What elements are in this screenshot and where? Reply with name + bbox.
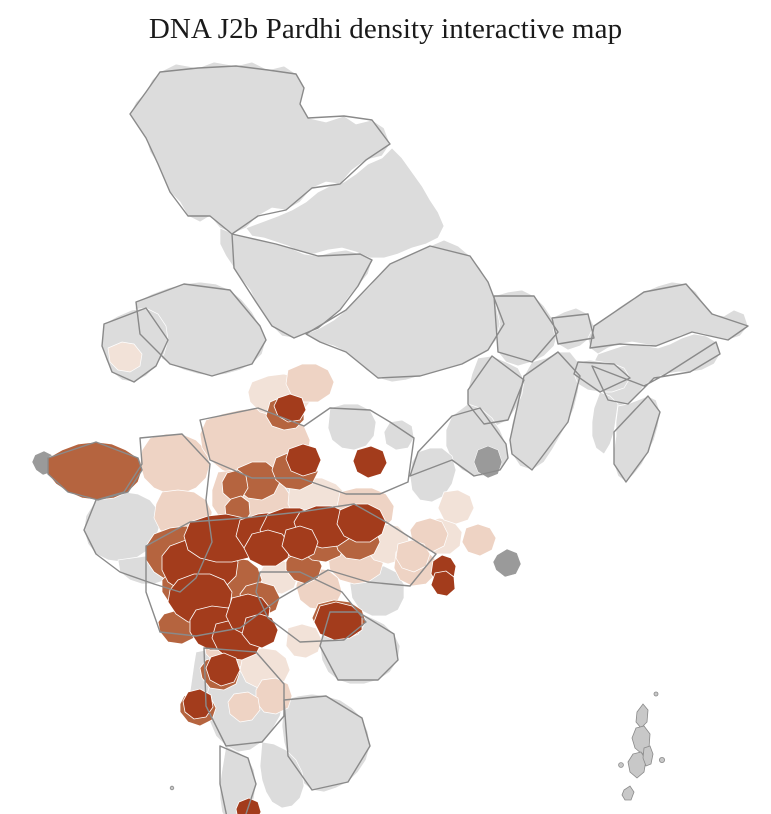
district-low [285, 363, 335, 403]
district-no-data [327, 403, 377, 451]
district-high [241, 613, 279, 649]
island [627, 751, 647, 779]
island [618, 762, 624, 768]
district-high [243, 529, 291, 567]
district-no-data [219, 745, 257, 814]
district-no-data-dark [473, 445, 503, 479]
district-no-data [129, 61, 391, 235]
district-high [273, 393, 307, 423]
india-choropleth-svg[interactable] [0, 52, 771, 814]
district-high [205, 652, 241, 687]
page-title: DNA J2b Pardhi density interactive map [148, 13, 623, 45]
map-container[interactable] [0, 52, 771, 814]
district-low [227, 691, 261, 723]
island [621, 785, 635, 801]
state-border-overlay [47, 65, 749, 814]
district-low [437, 489, 475, 525]
district-no-data [591, 391, 619, 455]
island [653, 691, 659, 697]
district-high [336, 503, 387, 543]
andaman-nicobar-islands [169, 691, 666, 801]
island [169, 785, 175, 791]
island [642, 745, 654, 767]
district-high [352, 445, 388, 479]
district-low [255, 677, 293, 715]
high-density-group [161, 393, 457, 814]
district-no-data [509, 351, 581, 471]
district-no-data [383, 419, 415, 451]
district-low [107, 341, 143, 373]
district-high [285, 443, 322, 477]
island [659, 757, 666, 764]
district-low [285, 623, 323, 659]
district-high [281, 525, 319, 561]
island [635, 703, 649, 729]
district-no-data-dark [492, 548, 522, 578]
district-high [430, 570, 456, 597]
district-low [461, 523, 497, 557]
